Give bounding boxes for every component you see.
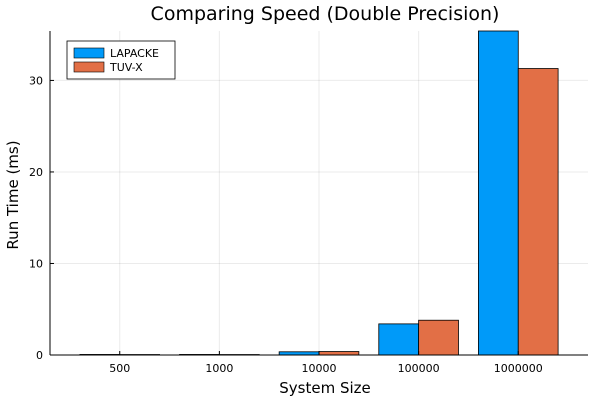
bar-tuv-x-100000 — [418, 319, 459, 356]
y-tick-label: 10 — [29, 257, 43, 270]
legend-label-tuv-x: TUV-X — [109, 61, 143, 74]
tick-labels: 0 10 20 30 500 1000 10000 100000 1000000 — [29, 74, 543, 375]
y-tick-label: 30 — [29, 74, 43, 87]
legend-label-lapacke: LAPACKE — [110, 47, 159, 60]
y-tick-label: 20 — [29, 166, 43, 179]
x-tick-label: 100000 — [398, 362, 440, 375]
y-axis-label: Run Time (ms) — [4, 140, 22, 249]
axes — [49, 31, 588, 356]
x-axis-label: System Size — [279, 379, 371, 397]
chart-title: Comparing Speed (Double Precision) — [151, 3, 500, 25]
bars — [79, 30, 559, 356]
bar-tuv-x-10000 — [318, 351, 360, 356]
legend-box — [66, 40, 176, 80]
legend-swatch-tuv-x — [73, 61, 105, 73]
x-tick-label: 1000 — [205, 362, 233, 375]
bar-lapacke-1000000 — [478, 30, 519, 356]
bar-lapacke-100000 — [378, 323, 420, 356]
bar-tuv-x-1000000 — [517, 68, 559, 356]
legend-swatch-lapacke — [73, 47, 105, 59]
x-tick-label: 1000000 — [494, 362, 543, 375]
x-tick-label: 10000 — [302, 362, 337, 375]
x-tick-label: 500 — [109, 362, 130, 375]
y-tick-label: 0 — [36, 349, 43, 362]
